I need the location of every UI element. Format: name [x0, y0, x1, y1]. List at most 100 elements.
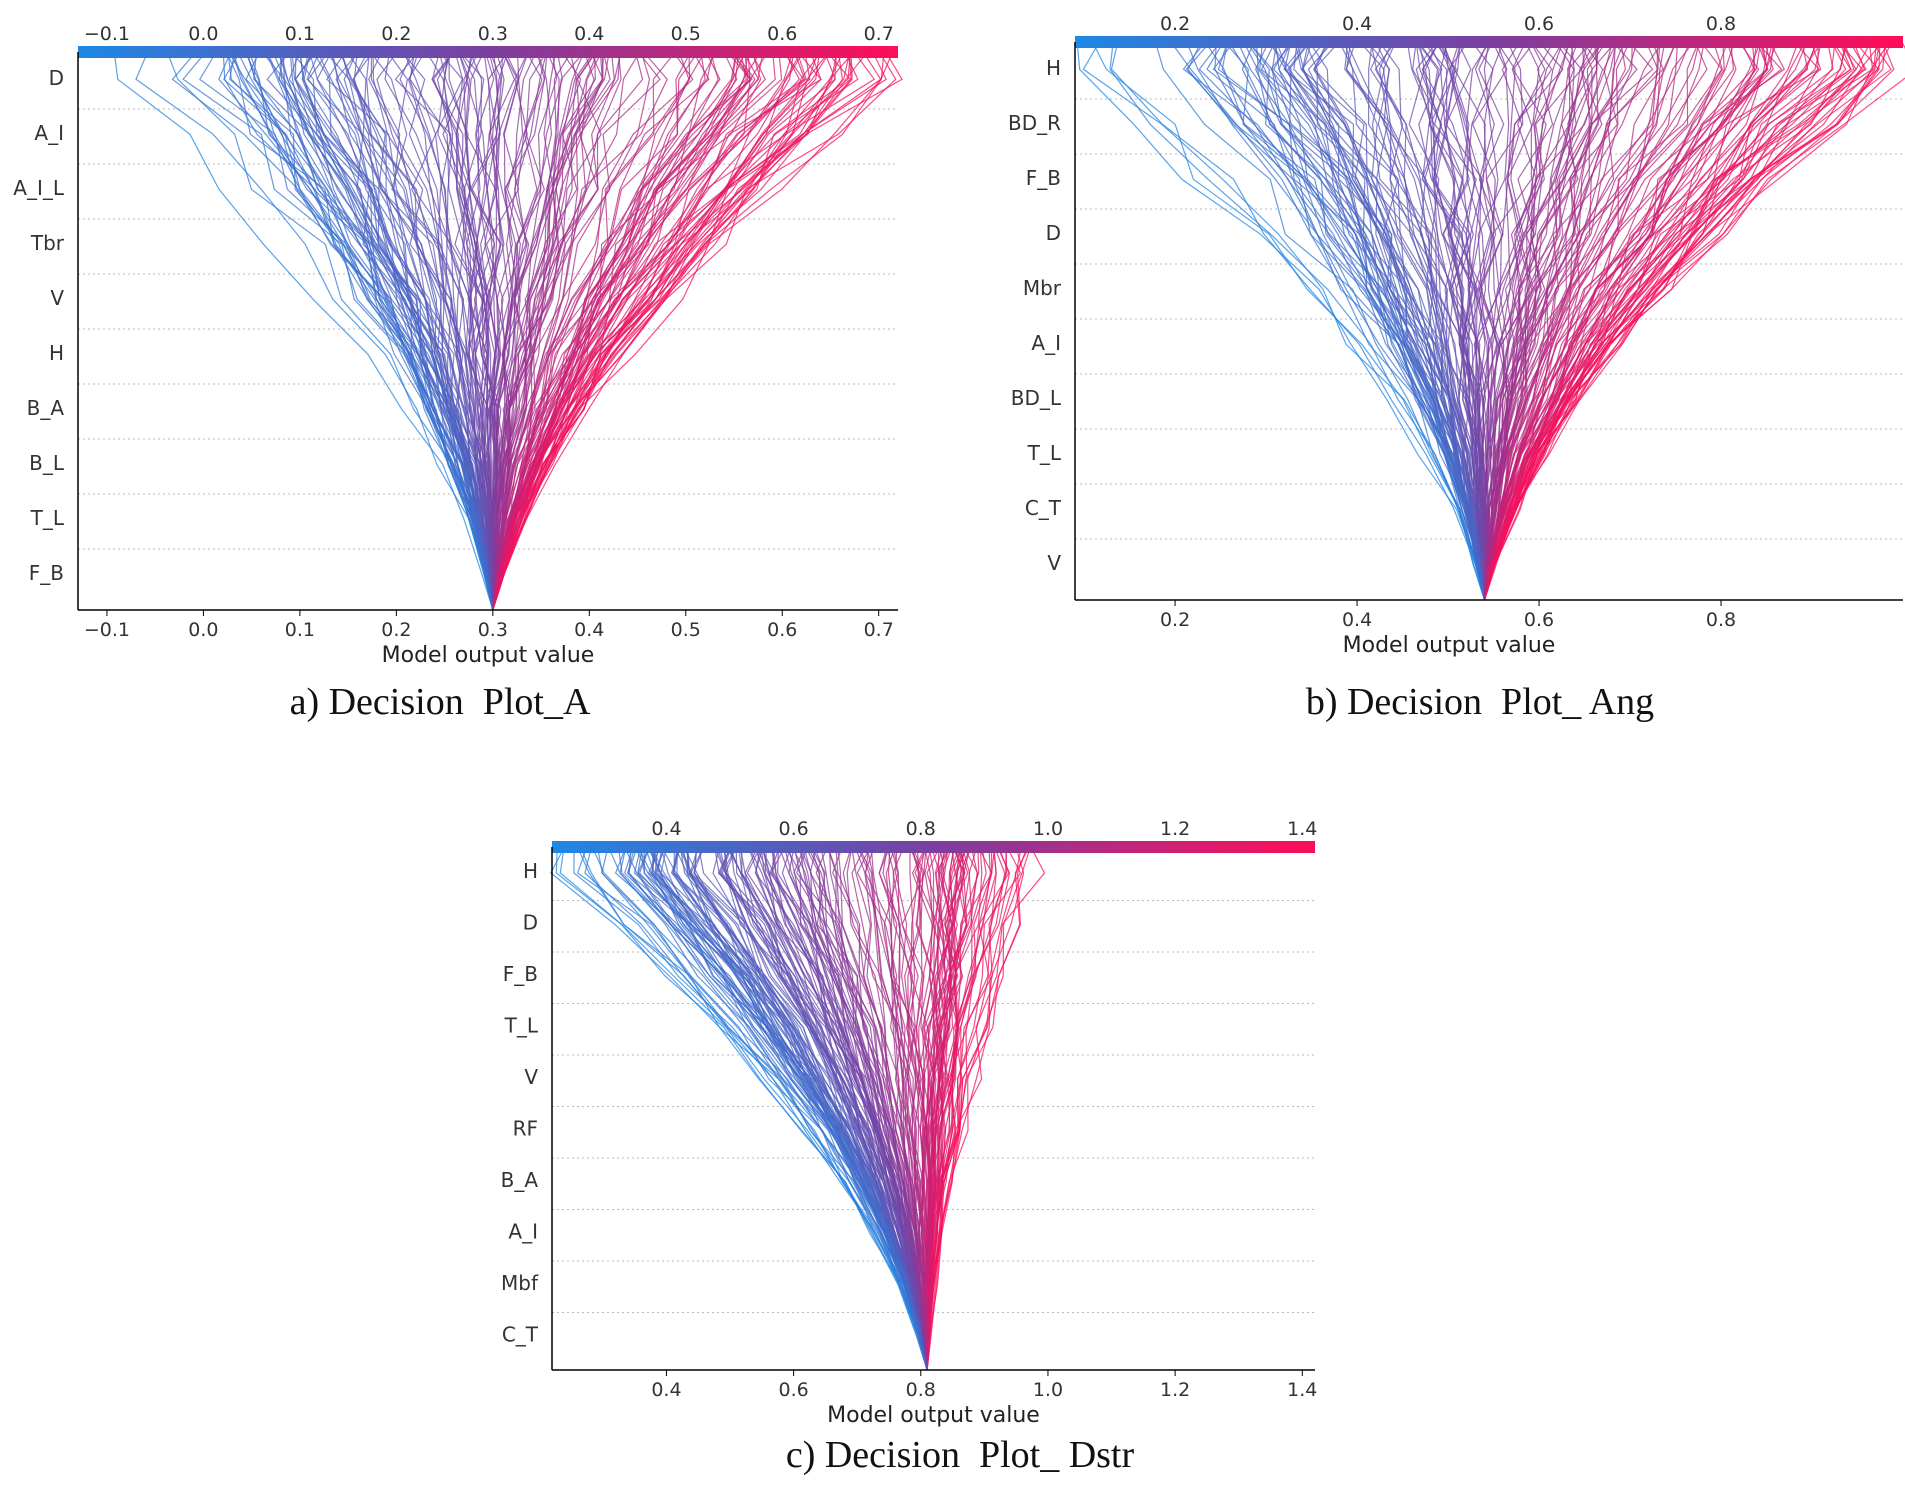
- decision-line: [832, 846, 928, 1371]
- decision-line: [1437, 41, 1486, 600]
- feature-label: T_L: [30, 506, 65, 530]
- decision-plot-dstr-svg: 0.4 0.4 0.6 0.6 0.8 0.8 1.0 1.0 1.2 1.2 1.4 1.4 H D F_…: [501, 818, 1318, 1428]
- decision-line: [492, 51, 844, 611]
- x-tick-label-top: 0.6: [779, 818, 809, 840]
- decision-line: [1338, 41, 1486, 601]
- x-tick-label-top: 1.4: [1287, 818, 1317, 840]
- decision-line: [492, 51, 830, 611]
- decision-line: [1478, 41, 1504, 601]
- decision-line: [1483, 41, 1783, 601]
- decision-line: [576, 846, 928, 1371]
- decision-line: [448, 51, 494, 611]
- decision-plot-a-svg: −0.1 −0.1 0.0 0.0 0.1 0.1 0.2 0.2 0.3 0.3 0.4 0.4 0.…: [13, 23, 903, 668]
- decision-line: [1477, 41, 1510, 601]
- decision-line: [492, 51, 887, 611]
- decision-line: [559, 846, 928, 1371]
- caption-a: a) Decision Plot_A: [289, 681, 591, 723]
- decision-line: [1408, 41, 1486, 601]
- x-tick-label-top: 0.0: [188, 23, 218, 45]
- feature-label: V: [524, 1065, 538, 1089]
- decision-line: [907, 846, 930, 1371]
- decision-line: [1483, 41, 1585, 601]
- decision-line: [607, 846, 928, 1371]
- x-tick-label-top: 0.6: [1524, 13, 1554, 35]
- decision-line: [730, 846, 928, 1371]
- x-axis-title: Model output value: [827, 1403, 1040, 1428]
- x-tick-label-top: 0.2: [1160, 13, 1190, 35]
- feature-label: V: [1047, 551, 1061, 575]
- decision-line: [244, 51, 494, 611]
- decision-line: [492, 51, 821, 611]
- x-tick-label-bottom: 0.5: [671, 619, 701, 641]
- decision-line: [492, 51, 622, 611]
- decision-line: [492, 51, 822, 611]
- feature-label: T_L: [1027, 441, 1062, 465]
- decision-line: [1483, 41, 1592, 601]
- x-tick-label-top: 0.4: [1342, 13, 1372, 35]
- x-tick-label-bottom: 0.6: [1524, 609, 1554, 631]
- decision-plot-ang: 0.2 0.2 0.4 0.4 0.6 0.6 0.8 0.8 H BD_R F_B D Mbr A_I B…: [960, 13, 1905, 670]
- decision-lines: [550, 846, 1046, 1371]
- x-tick-label-bottom: 0.6: [767, 619, 797, 641]
- decision-line: [1212, 41, 1486, 601]
- decision-line: [926, 846, 1046, 1371]
- feature-label: D: [1046, 221, 1061, 245]
- x-tick-label-top: 1.0: [1033, 818, 1063, 840]
- decision-line: [1483, 41, 1599, 601]
- x-axis-title: Model output value: [382, 643, 595, 668]
- decision-lines: [113, 51, 903, 611]
- decision-line: [761, 846, 928, 1371]
- decision-line: [1483, 41, 1756, 601]
- colorbar: [552, 841, 1315, 853]
- decision-line: [492, 51, 611, 611]
- x-tick-label-bottom: −0.1: [84, 619, 130, 641]
- feature-label: F_B: [503, 962, 538, 986]
- decision-line: [1109, 41, 1486, 601]
- colorbar: [1075, 36, 1903, 48]
- decision-line: [1367, 41, 1486, 601]
- decision-line: [725, 846, 928, 1371]
- decision-line: [694, 846, 928, 1371]
- x-tick-label-top: 0.1: [285, 23, 315, 45]
- decision-line: [442, 51, 494, 611]
- decision-line: [1483, 41, 1769, 601]
- decision-line: [1483, 41, 1758, 601]
- decision-line: [492, 51, 692, 611]
- decision-line: [492, 51, 804, 611]
- feature-label: B_A: [501, 1168, 539, 1192]
- x-tick-label-top: 0.2: [381, 23, 411, 45]
- decision-line: [492, 51, 831, 611]
- decision-line: [1259, 41, 1486, 601]
- feature-label: A_I: [508, 1220, 538, 1244]
- decision-plot-ang-svg: 0.2 0.2 0.4 0.4 0.6 0.6 0.8 0.8 H BD_R F_B D Mbr A_I B…: [1008, 13, 1905, 658]
- decision-line: [352, 51, 494, 611]
- feature-label: Mbr: [1023, 276, 1062, 300]
- feature-label: A_I_L: [13, 176, 65, 200]
- feature-label: B_L: [29, 451, 65, 475]
- decision-line: [926, 846, 964, 1371]
- x-tick-label-top: 0.7: [864, 23, 894, 45]
- decision-line: [776, 846, 928, 1371]
- decision-line: [1483, 41, 1883, 601]
- decision-line: [1294, 41, 1486, 601]
- decision-line: [492, 51, 610, 611]
- decision-line: [1483, 41, 1852, 601]
- decision-line: [343, 51, 494, 611]
- decision-line: [1483, 41, 1659, 601]
- x-tick-label-top: 0.3: [478, 23, 508, 45]
- x-tick-label-bottom: 0.8: [1706, 609, 1736, 631]
- decision-line: [926, 846, 987, 1371]
- decision-line: [1483, 41, 1878, 601]
- decision-line: [409, 51, 494, 611]
- decision-plot-dstr: 0.4 0.4 0.6 0.6 0.8 0.8 1.0 1.0 1.2 1.2 1.4 1.4 H D F_…: [480, 805, 1360, 1428]
- feature-label: H: [49, 341, 64, 365]
- feature-label: V: [50, 286, 64, 310]
- feature-label: H: [523, 859, 538, 883]
- decision-line: [923, 847, 946, 1371]
- feature-label: T_L: [504, 1014, 539, 1038]
- decision-line: [1170, 41, 1486, 601]
- caption-ang: b) Decision Plot_ Ang: [1305, 681, 1655, 723]
- decision-line: [1345, 41, 1486, 601]
- decision-line: [1483, 41, 1593, 601]
- feature-label: B_A: [27, 396, 65, 420]
